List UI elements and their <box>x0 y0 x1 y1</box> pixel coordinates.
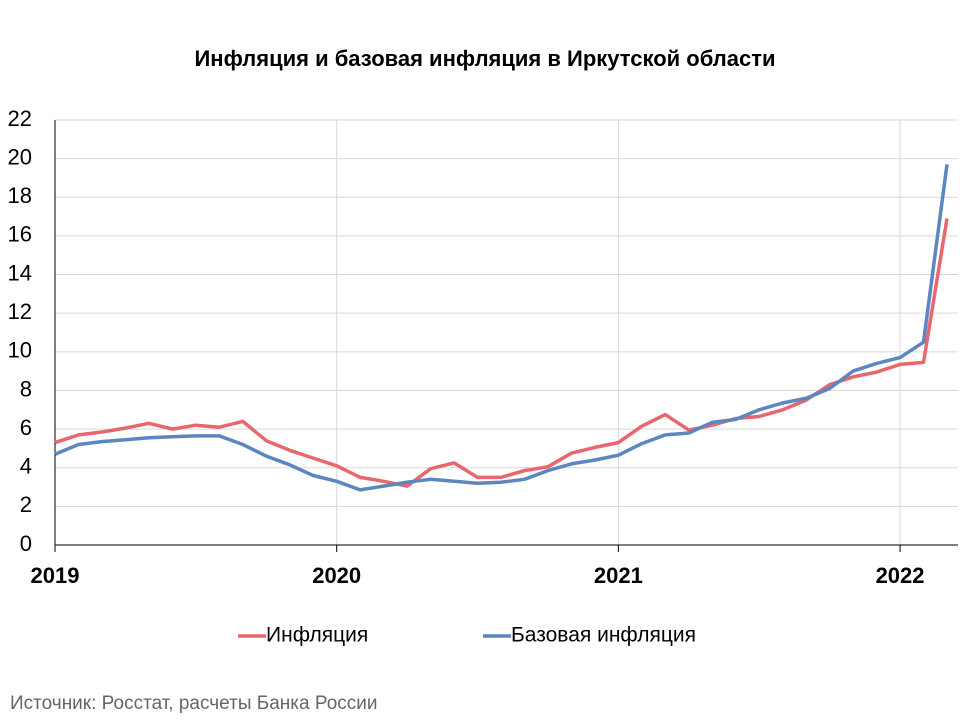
y-tick-label: 22 <box>8 106 32 131</box>
legend-label: Базовая инфляция <box>511 624 696 647</box>
y-tick-label: 14 <box>8 260 32 285</box>
source: Источник: Росстат, расчеты Банка России <box>10 693 378 714</box>
series-line <box>54 218 949 488</box>
y-tick-label: 16 <box>8 222 32 247</box>
y-tick-label: 0 <box>20 531 32 556</box>
y-tick-label: 4 <box>20 454 32 479</box>
x-tick-label: 2019 <box>31 563 80 588</box>
y-tick-label: 12 <box>8 299 32 324</box>
y-tick-label: 2 <box>20 492 32 517</box>
x-tick-label: 2020 <box>312 563 361 588</box>
legend-label: Инфляция <box>266 624 368 647</box>
series-line <box>54 164 949 492</box>
y-tick-label: 6 <box>20 415 32 440</box>
y-tick-label: 18 <box>8 183 32 208</box>
x-tick-label: 2021 <box>594 563 643 588</box>
chart-title: Инфляция и базовая инфляция в Иркутской … <box>194 46 775 71</box>
x-tick-label: 2022 <box>876 563 925 588</box>
y-tick-label: 20 <box>8 144 32 169</box>
y-tick-label: 10 <box>8 338 32 363</box>
y-tick-label: 8 <box>20 376 32 401</box>
